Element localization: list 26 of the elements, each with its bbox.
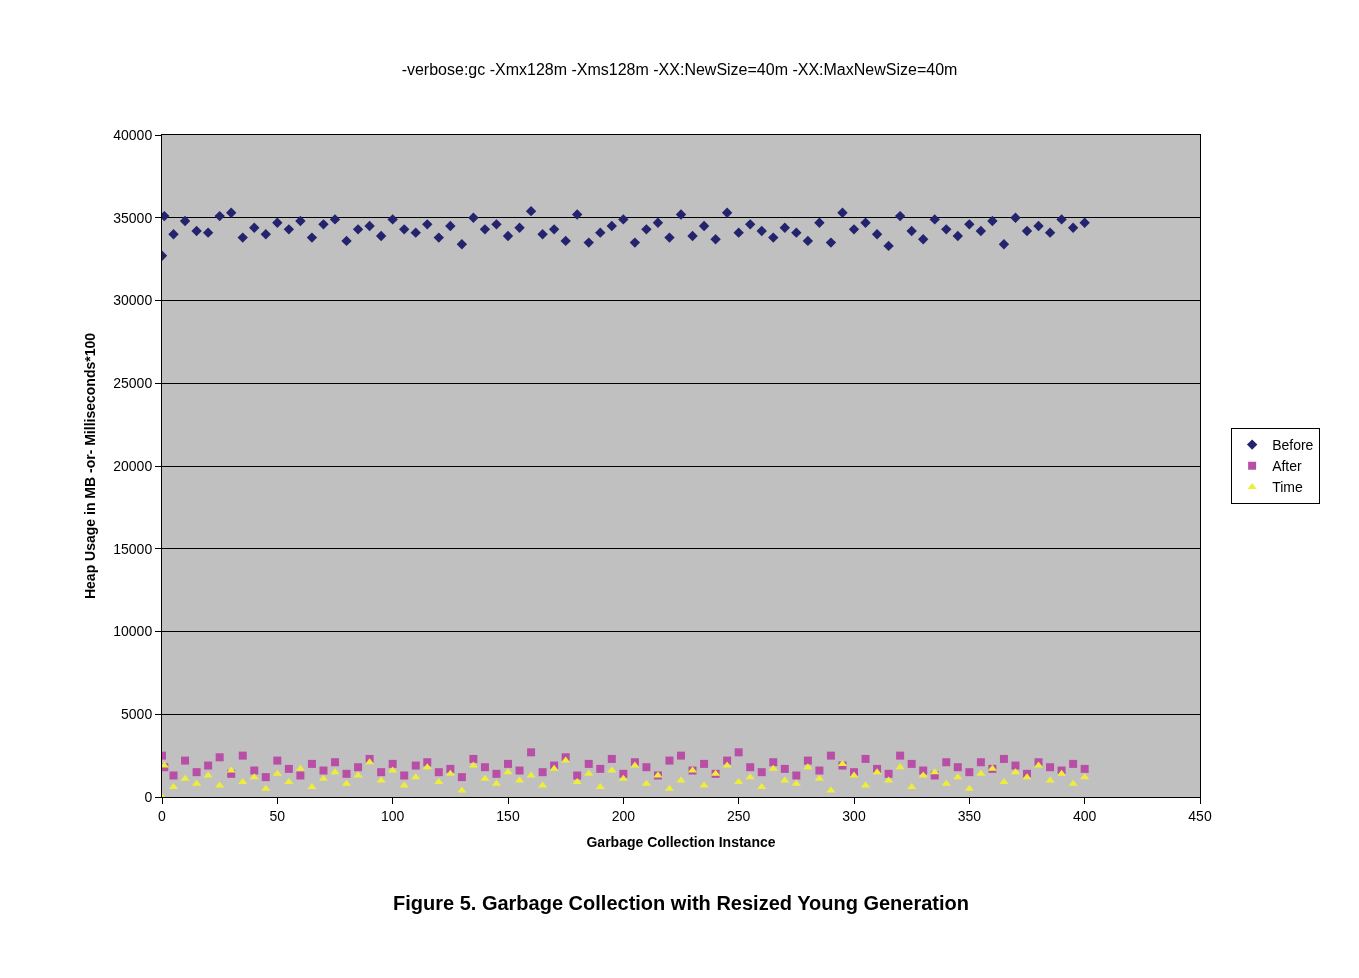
x-axis-title: Garbage Collection Instance [586,834,776,851]
x-tick-label: 150 [496,807,520,824]
y-tick-label: 0 [144,788,153,805]
x-tick-label: 300 [842,807,866,824]
x-tick-label: 50 [269,807,286,824]
legend-label: After [1272,458,1303,475]
x-tick-label: 0 [158,807,167,824]
y-tick-label: 10000 [113,623,153,640]
y-tick-label: 5000 [121,706,153,723]
y-tick-label: 40000 [113,126,153,143]
y-axis-title: Heap Usage in MB -or- Milliseconds*100 [81,332,98,600]
y-tick-label: 35000 [113,209,153,226]
x-tick-label: 400 [1072,807,1097,824]
caption: Figure 5. Garbage Collection with Resized Young Generation [393,892,970,914]
y-tick-label: 25000 [113,375,153,392]
x-tick-label: 200 [611,807,636,824]
x-tick-label: 450 [1188,807,1212,824]
chart-title: -verbose:gc -Xmx128m -Xms128m -XX:NewSize=40m -XX:MaxNewSize=40m [401,60,958,78]
y-tick-label: 15000 [113,540,153,557]
x-tick-label: 350 [957,807,982,824]
y-tick-label: 20000 [113,457,153,474]
legend-label: Before [1272,437,1314,454]
x-tick-label: 100 [380,807,405,824]
y-tick-label: 30000 [113,292,153,309]
legend-label: Time [1272,479,1303,496]
x-tick-label: 250 [726,807,751,824]
